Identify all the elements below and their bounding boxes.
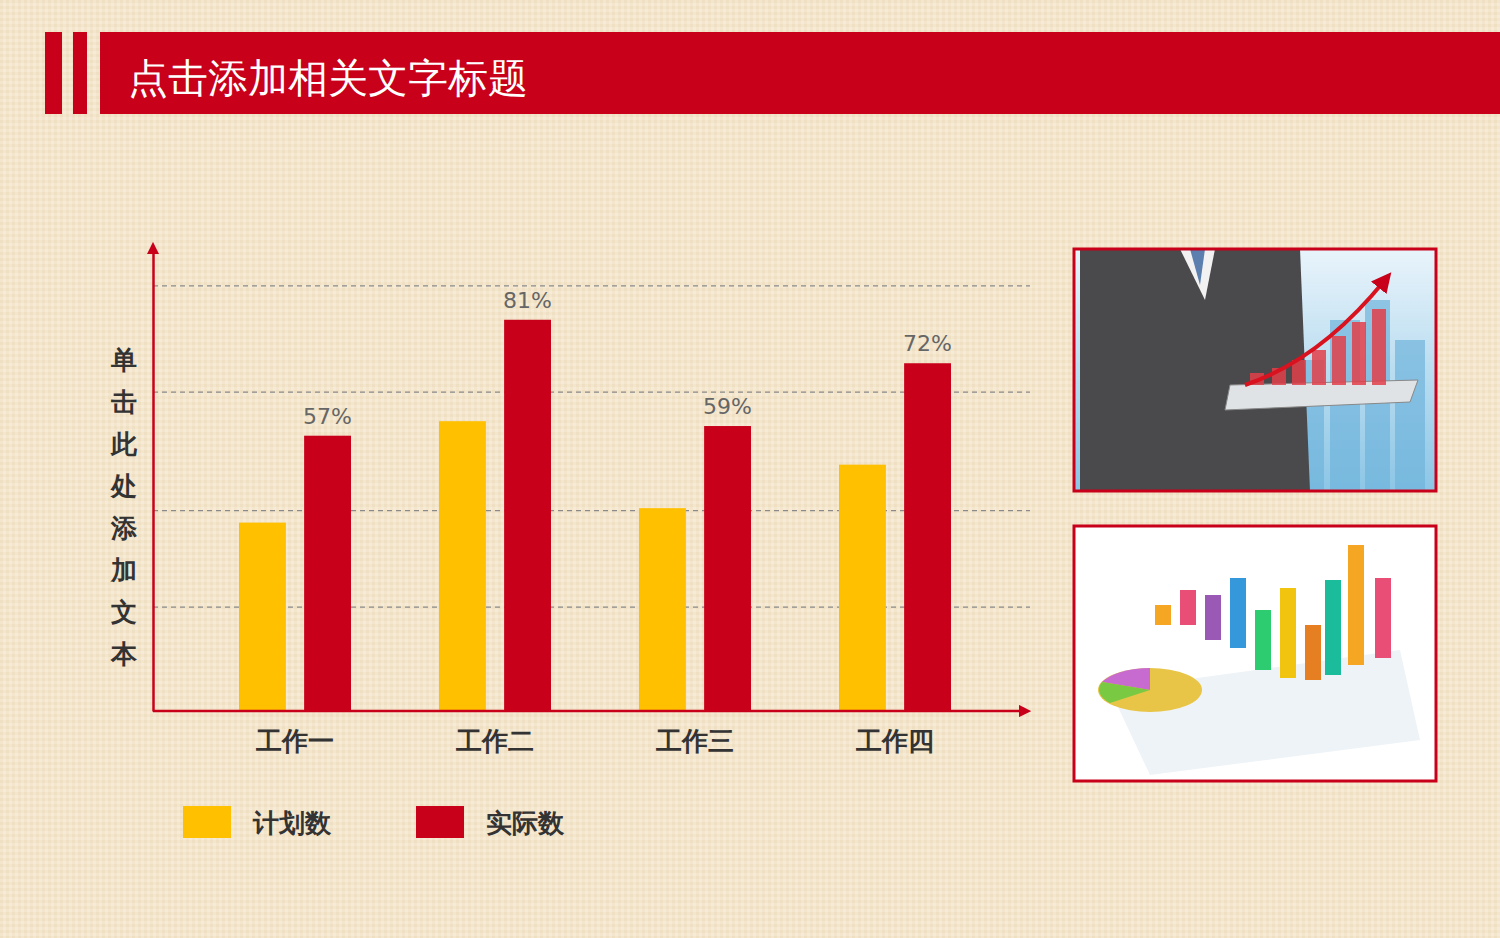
picture-frame (1074, 526, 1436, 781)
title-stripe (73, 32, 87, 114)
picture-bar (1372, 309, 1386, 385)
legend-swatch (183, 806, 231, 838)
grid-line (153, 285, 1030, 286)
picture-bar (1305, 625, 1321, 680)
slide: 点击添加相关文字标题工作一 工作二 工作三 工作四 57% 81% 59% 72% 单击此处添加… (0, 0, 1500, 938)
bar (239, 523, 286, 711)
picture-bar (1180, 590, 1196, 625)
legend-label: 实际数 (486, 808, 565, 838)
x-tick-label: 工作一 (255, 726, 334, 756)
bar (304, 436, 351, 711)
x-tick: 工作一 (255, 711, 334, 756)
data-label: 59% (703, 394, 752, 419)
picture-bar (1205, 595, 1221, 640)
picture (1074, 526, 1436, 781)
x-tick-label: 工作四 (855, 726, 934, 756)
bar (439, 421, 486, 711)
picture-bar (1155, 605, 1171, 625)
bar (639, 508, 686, 711)
x-tick: 工作三 (655, 711, 734, 756)
data-label: 72% (903, 331, 952, 356)
legend-label: 计划数 (252, 808, 332, 838)
picture-arrow (1245, 280, 1385, 385)
picture (1074, 249, 1436, 491)
bar (504, 320, 551, 711)
y-axis-arrow (152, 248, 155, 252)
picture-pie (1098, 668, 1202, 712)
picture-bar (1375, 578, 1391, 658)
picture-bar (1325, 580, 1341, 675)
picture-bar (1332, 336, 1346, 385)
title: 点击添加相关文字标题 (128, 55, 528, 101)
x-tick-label: 工作三 (655, 726, 734, 756)
series-bars (239, 421, 886, 711)
picture-bar (1348, 545, 1364, 665)
series-bars (304, 320, 951, 711)
tie (1190, 249, 1205, 285)
background (0, 0, 1500, 938)
picture-bg (1074, 249, 1436, 491)
data-label: 81% (503, 288, 552, 313)
picture-bar (1230, 578, 1246, 648)
picture-pie-slice (1099, 682, 1150, 703)
bar (904, 363, 951, 711)
x-axis-line (153, 710, 1025, 713)
x-tick: 工作四 (855, 711, 934, 756)
legend: 计划数 实际数 (183, 806, 565, 838)
building (1395, 340, 1425, 491)
y-axis-line (152, 253, 155, 712)
bars (239, 320, 951, 711)
x-tick-label: 工作二 (455, 726, 534, 756)
bar (839, 465, 886, 711)
data-labels: 57% 81% 59% 72% (303, 288, 952, 429)
data-label: 57% (303, 404, 352, 429)
picture-bar (1352, 322, 1366, 385)
y-axis (153, 253, 155, 712)
picture-bar (1255, 610, 1271, 670)
picture-bar (1280, 588, 1296, 678)
title-bar (100, 32, 1500, 114)
title-stripe (45, 32, 62, 114)
picture-bar (1312, 350, 1326, 385)
grid-line (153, 392, 1030, 393)
y-axis-title: 单击此处添加文本 (110, 345, 138, 669)
picture-bg (1074, 526, 1436, 781)
legend-swatch (416, 806, 464, 838)
picture-frame (1074, 249, 1436, 491)
bar (704, 426, 751, 711)
shirt (1180, 249, 1215, 300)
x-axis: 工作一 工作二 工作三 工作四 (153, 711, 1025, 756)
x-tick: 工作二 (455, 711, 534, 756)
suit (1080, 249, 1310, 491)
grid-line (153, 510, 1030, 511)
